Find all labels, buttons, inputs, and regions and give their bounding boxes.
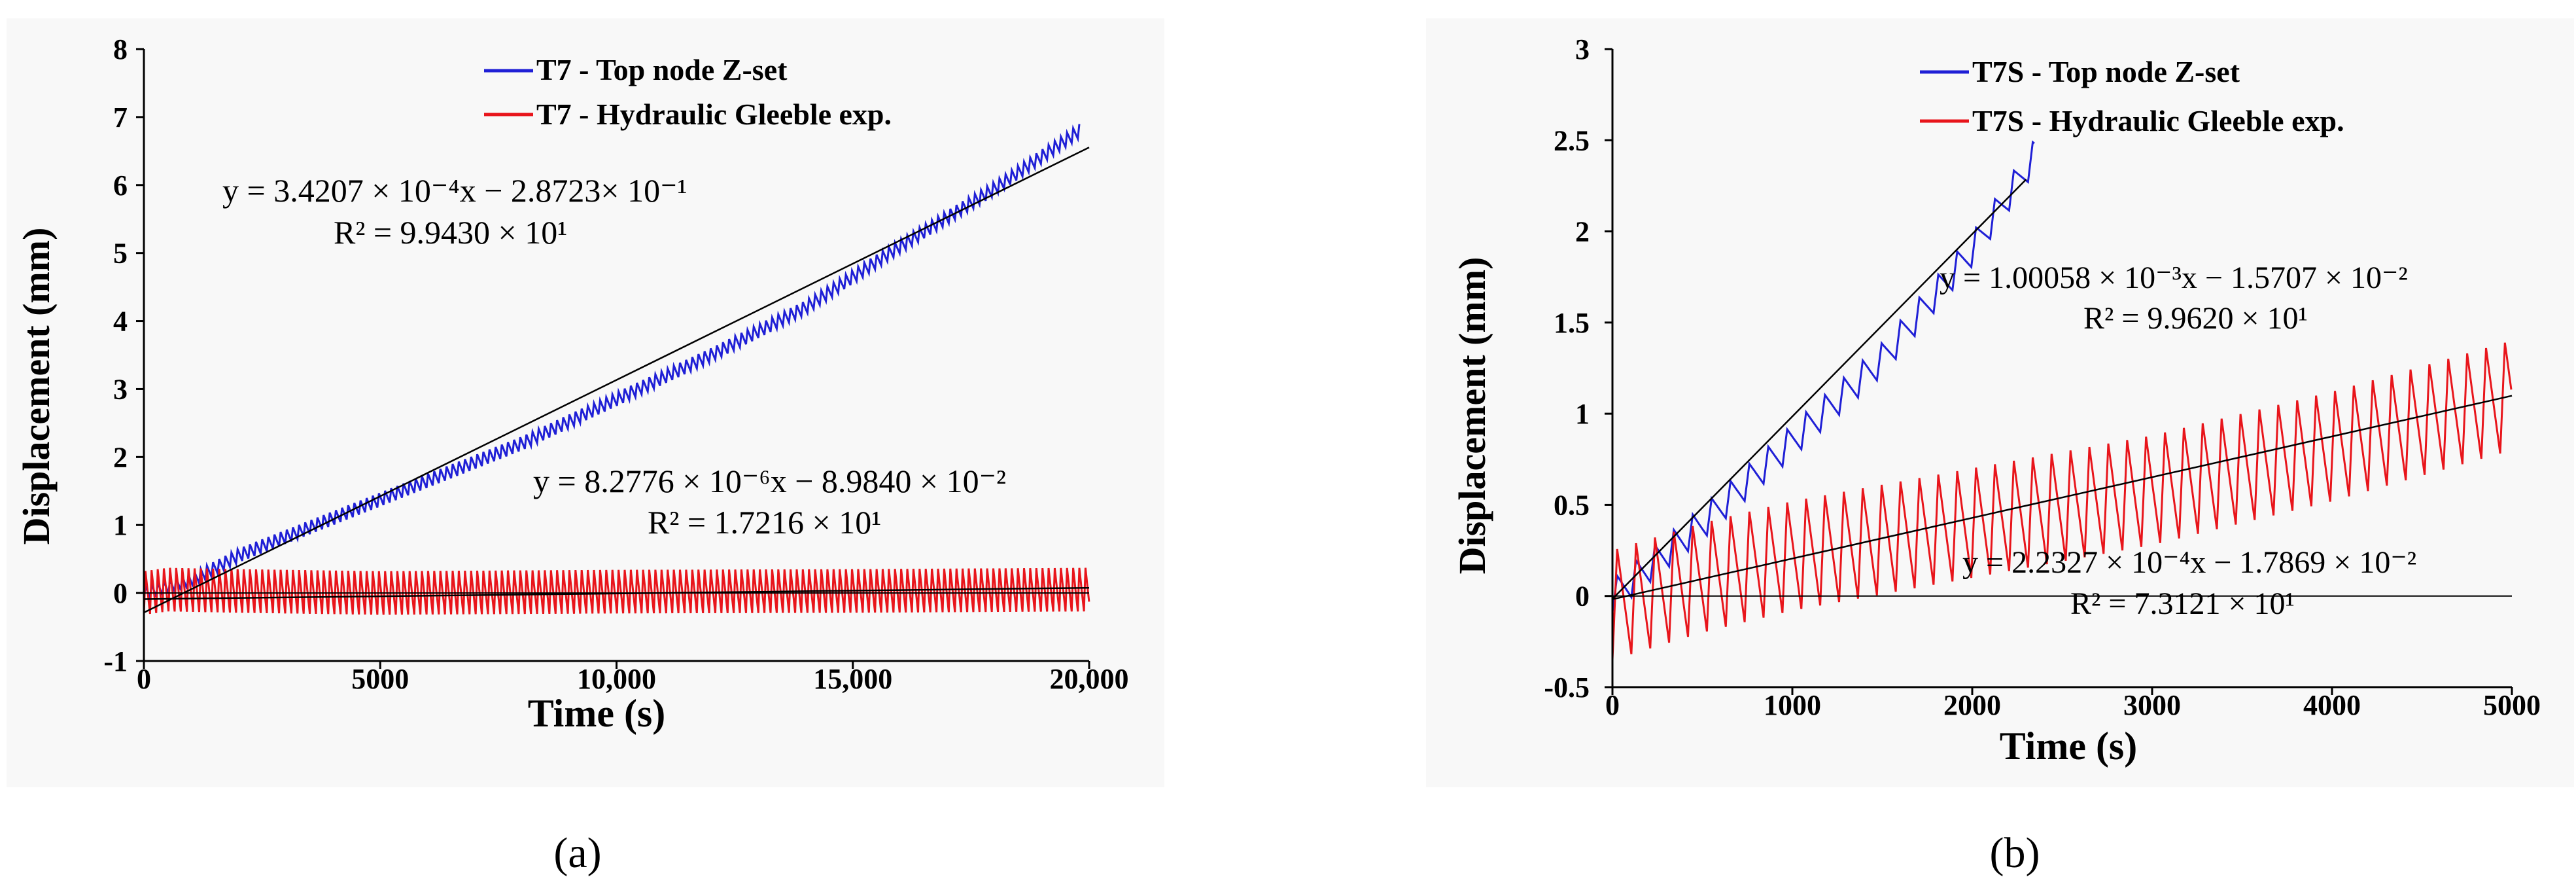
- panel-a-x-axis-title: Time (s): [528, 692, 666, 735]
- panel-b-fit-0-line: [1612, 179, 2027, 599]
- chart-panel-a: 0 5000 10,000 15,000 20,000 -1 0 1 2 3 4 5 6 7 8 Time …: [7, 18, 1164, 877]
- panel-a-y-tick-label: 8: [113, 33, 128, 65]
- panel-b-x-tick-label: 4000: [2303, 689, 2361, 721]
- panel-b-y-tick-label: 0: [1575, 580, 1590, 613]
- panel-a-y-tick-label: 4: [113, 306, 128, 338]
- panel-b-series-1-line: [1611, 342, 2513, 660]
- panel-b-legend-label-0: T7S - Top node Z-set: [1972, 55, 2240, 88]
- panel-b-x-tick-label: 1000: [1764, 689, 1821, 721]
- panel-a-legend-label-1: T7 - Hydraulic Gleeble exp.: [536, 98, 892, 131]
- panel-a-background: [7, 18, 1164, 787]
- panel-b-fit-1-equation: y = 2.2327 × 10⁻⁴x − 1.7869 × 10⁻²: [1962, 545, 2416, 580]
- panel-b-fit-1-r2: R² = 7.3121 × 10¹: [2070, 586, 2295, 621]
- panel-a-y-axis-title: Displacement (mm): [15, 228, 58, 545]
- panel-a-x-tick-label: 5000: [351, 663, 409, 695]
- panel-b-x-tick-label: 5000: [2483, 689, 2541, 721]
- panel-a-y-tick-label: 5: [113, 238, 128, 270]
- panel-b-y-tick-label: 1: [1575, 398, 1590, 430]
- panel-b-series-0-line: [1611, 140, 2035, 613]
- panel-a-fit-0-equation: y = 3.4207 × 10⁻⁴x − 2.8723× 10⁻¹: [222, 172, 688, 209]
- panel-a-x-tick-label: 15,000: [813, 663, 892, 695]
- panel-a-y-tick-label: 7: [113, 101, 128, 134]
- panel-b-fit-0-r2: R² = 9.9620 × 10¹: [2083, 301, 2308, 336]
- panel-b-y-tick-label: 2.5: [1554, 124, 1590, 156]
- panel-b-x-tick-label: 2000: [1943, 689, 2001, 721]
- panel-b-y-axis-title: Displacement (mm): [1451, 257, 1493, 575]
- panel-b-y-tick-label: -0.5: [1544, 671, 1590, 704]
- panel-b-fit-0-equation: y = 1.00058 × 10⁻³x − 1.5707 × 10⁻²: [1940, 260, 2408, 295]
- chart-panel-b: 0 1000 2000 3000 4000 5000 -0.5 0 0.5 1 1.5 2 2.5 3 T…: [1426, 18, 2574, 877]
- panel-a-fit-1-r2: R² = 1.7216 × 10¹: [648, 504, 881, 541]
- panel-a-y-tick-label: 0: [113, 577, 128, 609]
- panel-b-background: [1426, 18, 2574, 787]
- panel-b-legend-label-1: T7S - Hydraulic Gleeble exp.: [1972, 104, 2344, 137]
- panel-b-y-tick-label: 2: [1575, 216, 1590, 248]
- panel-a-y-tick-label: 3: [113, 373, 128, 405]
- panel-b-y-tick-label: 3: [1575, 33, 1590, 65]
- panel-a-x-tick-label: 20,000: [1050, 663, 1129, 695]
- panel-b-x-axis-title: Time (s): [2000, 724, 2138, 768]
- panel-a-y-tick-label: 2: [113, 441, 128, 473]
- panel-a-x-tick-label: 10,000: [577, 663, 656, 695]
- panel-a-series-0-line: [143, 124, 1081, 600]
- panel-b-x-tick-label: 0: [1605, 689, 1620, 721]
- panel-a-y-tick-label: -1: [103, 645, 128, 677]
- panel-b-y-tick-label: 1.5: [1554, 307, 1590, 339]
- panel-a-x-tick-label: 0: [137, 663, 151, 695]
- panel-b-x-tick-label: 3000: [2123, 689, 2181, 721]
- panel-a-legend: T7 - Top node Z-set T7 - Hydraulic Gleeb…: [484, 53, 892, 131]
- panel-b-legend: T7S - Top node Z-set T7S - Hydraulic Gle…: [1920, 55, 2344, 137]
- panel-a-y-tick-label: 6: [113, 169, 128, 202]
- panel-a-y-tick-label: 1: [113, 509, 128, 541]
- panel-a-legend-label-0: T7 - Top node Z-set: [536, 53, 788, 86]
- panel-b-y-tick-label: 0.5: [1554, 489, 1590, 521]
- panel-a-fit-0-line: [143, 147, 1090, 614]
- panel-a-label: (a): [553, 829, 601, 877]
- panel-b-fit-1-line: [1612, 395, 2513, 600]
- panel-a-fit-1-equation: y = 8.2776 × 10⁻⁶x − 8.9840 × 10⁻²: [533, 463, 1006, 499]
- panel-a-fit-0-r2: R² = 9.9430 × 10¹: [334, 214, 567, 251]
- panel-b-label: (b): [1990, 829, 2040, 877]
